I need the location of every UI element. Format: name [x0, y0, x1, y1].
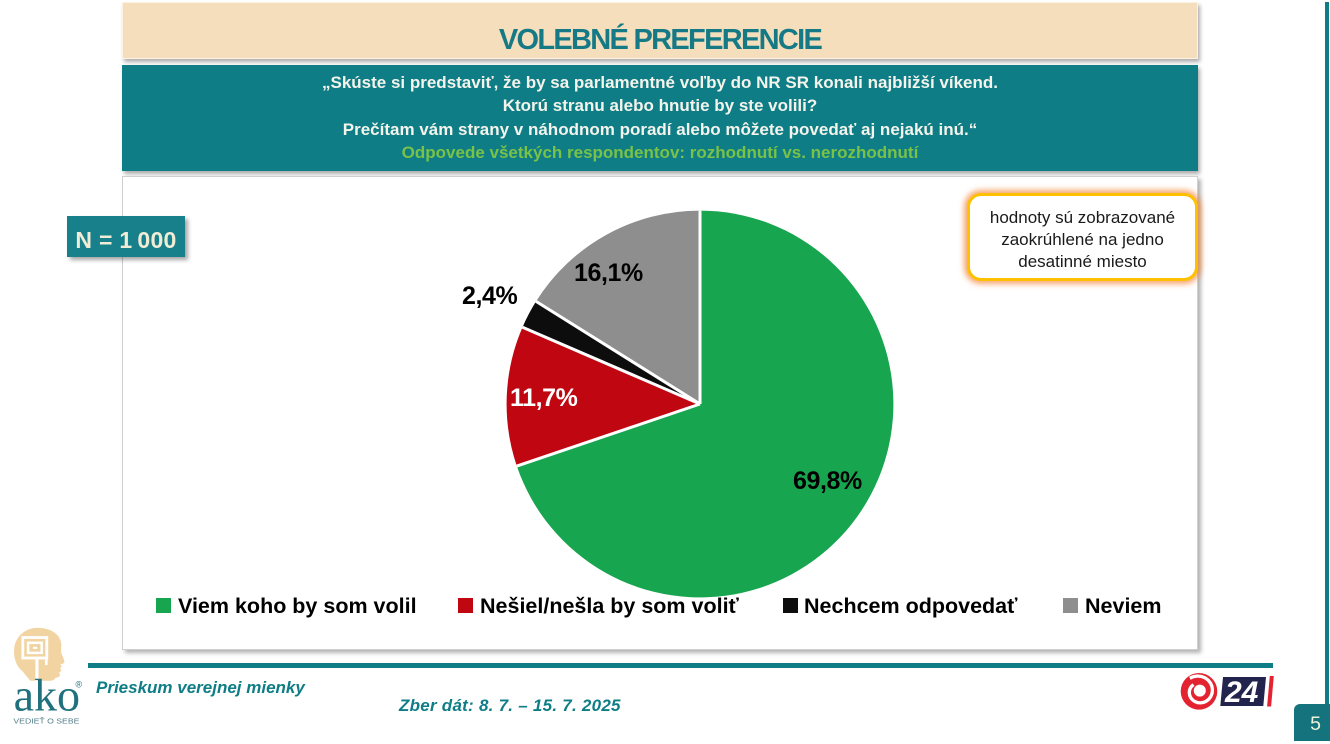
svg-text:ako: ako: [14, 670, 81, 721]
svg-text:24: 24: [1224, 676, 1259, 709]
svg-text:VEDIEŤ O SEBE: VEDIEŤ O SEBE: [13, 717, 79, 726]
svg-text:®: ®: [76, 680, 83, 690]
